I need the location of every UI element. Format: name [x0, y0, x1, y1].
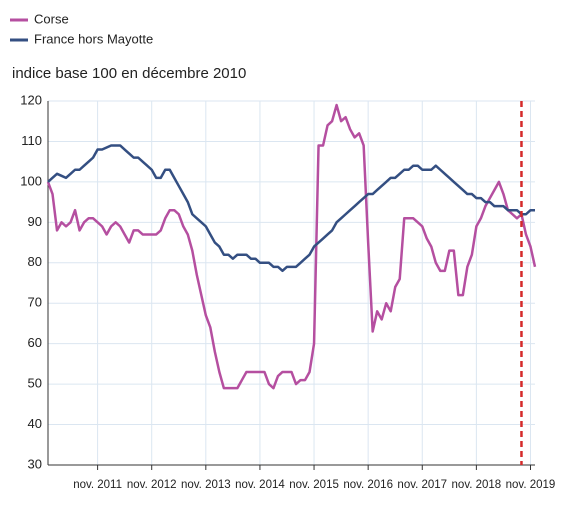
series-line	[47, 144, 535, 273]
legend-label: Corse	[34, 11, 69, 26]
y-tick-label: 40	[28, 416, 42, 431]
y-tick-label: 30	[28, 456, 42, 471]
y-tick-label: 60	[28, 335, 42, 350]
x-tick-label: nov. 2015	[289, 479, 339, 491]
legend-label: France hors Mayotte	[34, 31, 153, 46]
x-tick-label: nov. 2017	[397, 479, 447, 491]
y-tick-label: 80	[28, 254, 42, 269]
y-tick-label: 90	[28, 214, 42, 229]
y-tick-label: 50	[28, 376, 42, 391]
y-tick-label: 120	[20, 92, 42, 107]
x-tick-label: nov. 2018	[452, 479, 502, 491]
y-tick-label: 110	[21, 133, 42, 148]
x-tick-label: nov. 2016	[343, 479, 393, 491]
series-line	[46, 103, 537, 390]
x-tick-label: nov. 2012	[127, 479, 177, 491]
y-tick-label: 100	[20, 173, 42, 188]
x-tick-label: nov. 2013	[181, 479, 231, 491]
subtitle: indice base 100 en décembre 2010	[12, 65, 246, 82]
x-tick-label: nov. 2014	[235, 479, 285, 491]
y-tick-label: 70	[28, 295, 42, 310]
x-tick-label: nov. 2011	[73, 479, 122, 491]
x-tick-label: nov. 2019	[506, 479, 556, 491]
